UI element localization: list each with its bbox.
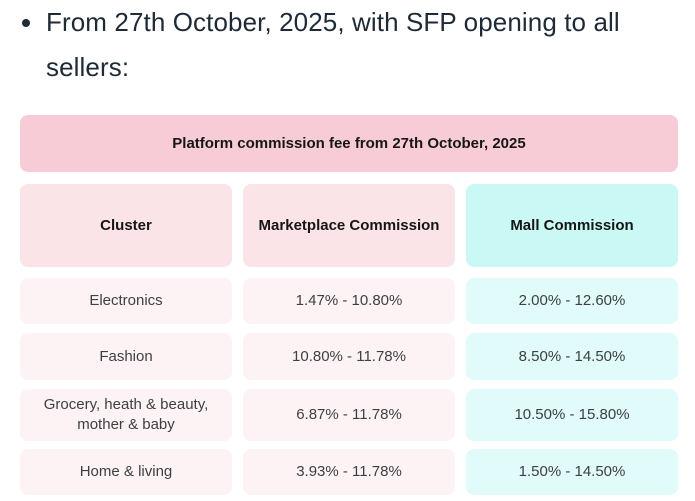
cell-mall-commission: 1.50% - 14.50% <box>466 449 678 495</box>
cluster-label: Fashion <box>99 347 153 365</box>
table-row: Grocery, heath & beauty, mother & baby 6… <box>20 389 678 441</box>
cell-mall-commission: 8.50% - 14.50% <box>466 333 678 380</box>
column-header-mall-commission: Mall Commission <box>466 184 678 267</box>
cell-cluster: Fashion <box>20 333 232 380</box>
cell-marketplace-commission: 6.87% - 11.78% <box>243 389 455 441</box>
cell-marketplace-commission: 10.80% - 11.78% <box>243 333 455 380</box>
table-header-row: Cluster Marketplace Commission Mall Comm… <box>20 184 678 267</box>
cell-cluster: Electronics <box>20 278 232 324</box>
cell-marketplace-commission: 1.47% - 10.80% <box>243 278 455 324</box>
table-row: Electronics 1.47% - 10.80% 2.00% - 12.60… <box>20 278 678 324</box>
table-row: Home & living 3.93% - 11.78% 1.50% - 14.… <box>20 449 678 495</box>
cell-mall-commission: 2.00% - 12.60% <box>466 278 678 324</box>
cluster-label: Electronics <box>89 292 163 309</box>
cell-mall-commission: 10.50% - 15.80% <box>466 389 678 441</box>
intro-text: From 27th October, 2025, with SFP openin… <box>46 7 620 82</box>
cell-cluster: Grocery, heath & beauty, mother & baby <box>20 389 232 441</box>
cell-marketplace-commission: 3.93% - 11.78% <box>243 449 455 495</box>
bullet-icon <box>22 19 30 27</box>
commission-fee-table: Platform commission fee from 27th Octobe… <box>20 115 678 495</box>
column-header-cluster: Cluster <box>20 184 232 267</box>
cluster-label: Home & living <box>79 463 173 480</box>
table-title: Platform commission fee from 27th Octobe… <box>20 115 678 172</box>
bullet-list-item: From 27th October, 2025, with SFP openin… <box>0 0 695 90</box>
cluster-label: Grocery, heath & beauty, mother & baby <box>43 396 209 433</box>
table-row: Fashion 10.80% - 11.78% 8.50% - 14.50% <box>20 333 678 380</box>
column-header-marketplace-commission: Marketplace Commission <box>243 184 455 267</box>
cell-cluster: Home & living <box>20 449 232 495</box>
